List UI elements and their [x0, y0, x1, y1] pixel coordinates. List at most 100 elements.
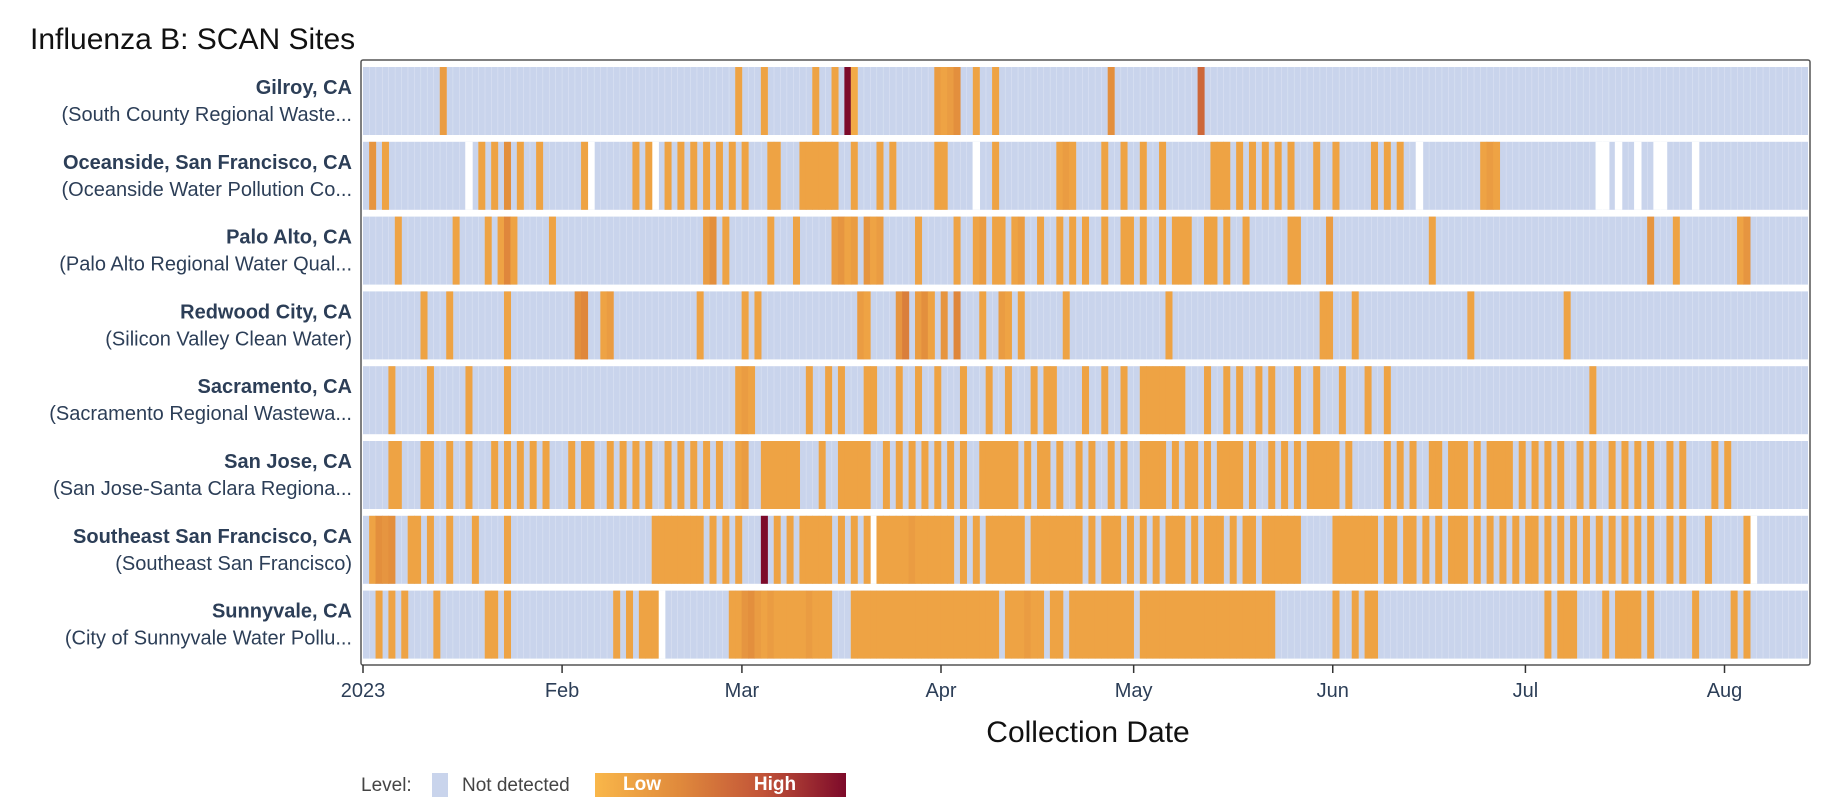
detection-cell [915, 291, 923, 360]
detection-cell [613, 590, 621, 659]
detection-cell [1204, 441, 1212, 509]
detection-cell [1435, 441, 1443, 509]
detection-cell [1570, 590, 1578, 659]
detection-cell [1178, 590, 1186, 659]
detection-cell [587, 441, 595, 509]
detection-cell [876, 590, 884, 659]
detection-cell [1493, 441, 1501, 509]
detection-cell [972, 590, 980, 659]
detection-cell [401, 590, 409, 659]
site-plant-label: (Sacramento Regional Wastewa... [49, 403, 352, 425]
detection-cell [1017, 590, 1025, 659]
missing-sample-cell [1691, 141, 1700, 210]
detection-cell [934, 366, 942, 435]
detection-cell [1062, 515, 1070, 584]
detection-cell [446, 441, 454, 509]
detection-cell [1069, 141, 1077, 210]
detection-cell [1120, 216, 1128, 285]
detection-cell [882, 441, 890, 509]
detection-cell [998, 216, 1006, 285]
detection-cell [979, 216, 987, 285]
detection-cell [895, 590, 903, 659]
detection-cell [1210, 590, 1218, 659]
detection-cell [446, 515, 454, 584]
detection-cell [1024, 441, 1032, 509]
detection-cell [1493, 141, 1501, 210]
detection-cell [1056, 141, 1064, 210]
detection-cell [972, 216, 980, 285]
detection-cell [812, 141, 820, 210]
detection-cell [1191, 515, 1199, 584]
detection-cell [959, 366, 967, 435]
detection-cell [1467, 291, 1475, 360]
detection-cell [1338, 366, 1346, 435]
x-tick-label: Jul [1513, 680, 1539, 702]
detection-cell [748, 366, 756, 435]
detection-cell [1268, 515, 1276, 584]
detection-cell [1101, 216, 1109, 285]
detection-cell [844, 67, 852, 135]
detection-cell [1011, 216, 1019, 285]
detection-cell [394, 441, 402, 509]
detection-cell [953, 67, 961, 135]
detection-cell [1743, 216, 1751, 285]
detection-cell [895, 515, 903, 584]
detection-cell [998, 515, 1006, 584]
detection-cell [1293, 441, 1301, 509]
detection-cell [375, 590, 383, 659]
detection-cell [940, 590, 948, 659]
detection-cell [664, 141, 672, 210]
detection-cell [895, 366, 903, 435]
detection-cell [889, 590, 897, 659]
detection-cell [863, 366, 871, 435]
detection-cell [1505, 441, 1513, 509]
detection-cell [985, 590, 993, 659]
detection-cell [992, 141, 1000, 210]
detection-cell [1332, 141, 1340, 210]
detection-cell [1223, 141, 1231, 210]
detection-cell [1711, 441, 1719, 509]
detection-cell [1184, 216, 1192, 285]
not-detected-band [363, 515, 1808, 584]
detection-cell [959, 441, 967, 509]
detection-cell [857, 291, 865, 360]
site-name-label: San Jose, CA [224, 451, 352, 473]
detection-cell [1570, 515, 1578, 584]
detection-cell [741, 366, 749, 435]
detection-cell [600, 291, 608, 360]
detection-cell [934, 67, 942, 135]
detection-cell [1120, 590, 1128, 659]
detection-cell [1229, 441, 1237, 509]
legend-not-detected-label: Not detected [462, 775, 570, 796]
detection-cell [1011, 515, 1019, 584]
detection-cell [1615, 590, 1623, 659]
detection-cell [1274, 141, 1282, 210]
detection-cell [1223, 216, 1231, 285]
detection-cell [863, 291, 871, 360]
detection-cell [1229, 590, 1237, 659]
missing-sample-cell [972, 141, 981, 210]
detection-cell [831, 67, 839, 135]
detection-cell [1351, 590, 1359, 659]
detection-cell [1184, 441, 1192, 509]
detection-cell [876, 515, 884, 584]
missing-sample-cell [1614, 141, 1623, 210]
detection-cell [1037, 441, 1045, 509]
detection-cell [985, 515, 993, 584]
detection-cell [799, 590, 807, 659]
detection-cell [1274, 515, 1282, 584]
detection-cell [446, 291, 454, 360]
detection-cell [548, 216, 556, 285]
detection-cell [876, 216, 884, 285]
detection-cell [902, 515, 910, 584]
detection-cell [760, 67, 768, 135]
detection-cell [1370, 141, 1379, 210]
detection-cell [1396, 441, 1404, 509]
detection-cell [407, 515, 415, 584]
x-tick-label: Apr [925, 680, 956, 702]
detection-cell [1159, 590, 1167, 659]
detection-cell [1345, 515, 1353, 584]
missing-sample-cell [587, 141, 595, 210]
detection-cell [651, 590, 659, 659]
detection-cell [1101, 590, 1109, 659]
